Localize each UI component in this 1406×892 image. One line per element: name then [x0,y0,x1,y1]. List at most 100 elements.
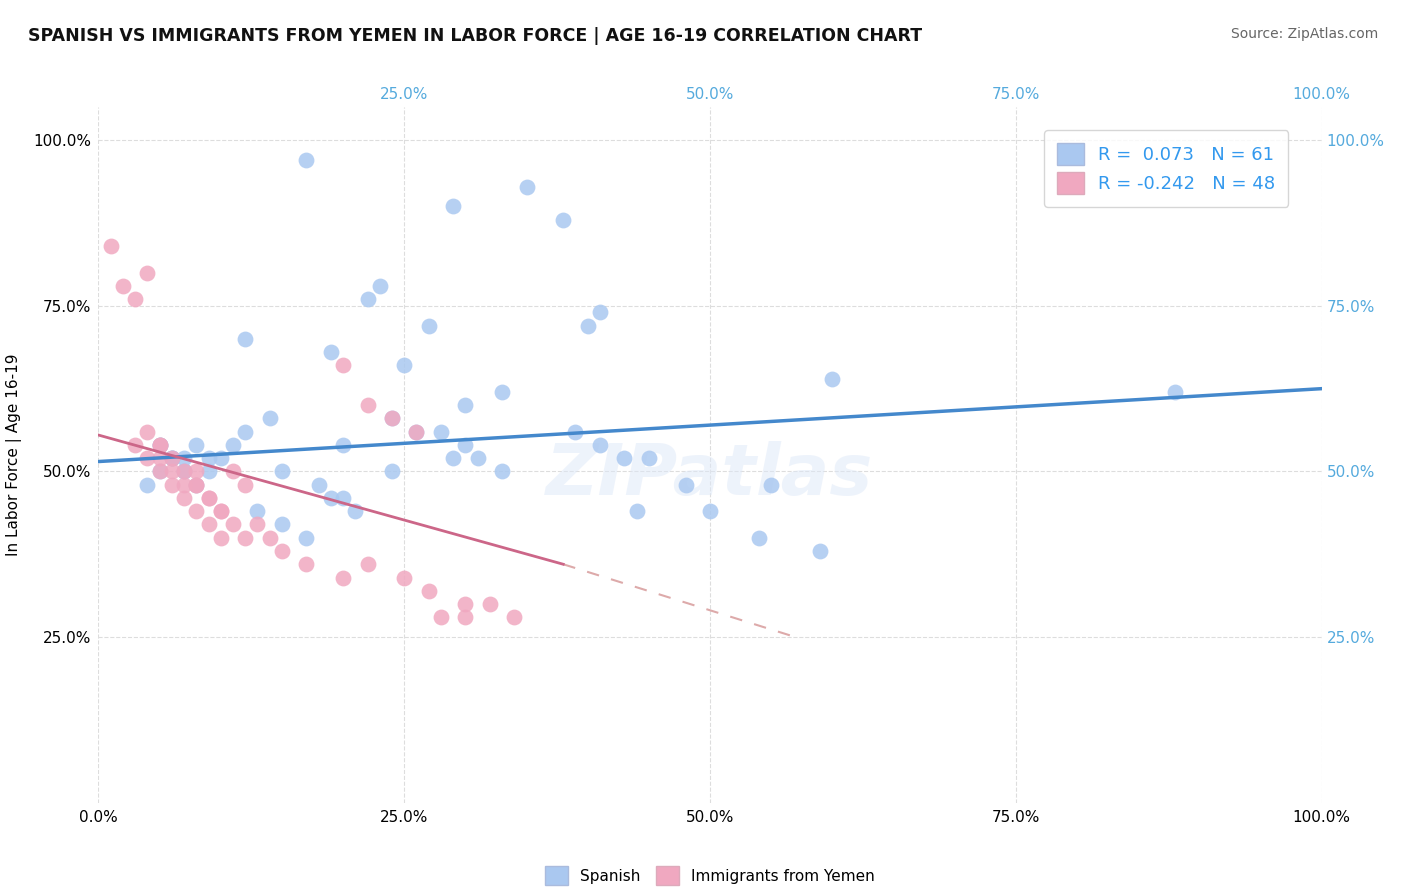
Point [270,465,294,479]
Point [613,451,636,466]
Point [160,451,183,466]
Text: Source: ZipAtlas.com: Source: ZipAtlas.com [1230,27,1378,41]
Y-axis label: In Labor Force | Age 16-19: In Labor Force | Age 16-19 [7,353,22,557]
Point [209,504,232,518]
Point [589,305,612,319]
Point [454,610,477,624]
Point [368,279,391,293]
Point [418,583,440,598]
Point [491,465,513,479]
Point [356,398,378,412]
Point [222,517,245,532]
Point [209,504,232,518]
Point [160,451,183,466]
Point [319,491,342,505]
Point [222,438,245,452]
Point [186,438,208,452]
Point [149,438,172,452]
Point [100,239,122,253]
Point [186,477,208,491]
Point [295,558,318,572]
Point [564,425,586,439]
Point [675,477,697,491]
Point [222,465,245,479]
Point [136,425,159,439]
Point [186,477,208,491]
Point [441,451,464,466]
Point [246,517,269,532]
Point [197,465,219,479]
Point [332,570,354,584]
Point [124,438,146,452]
Point [233,477,256,491]
Point [454,597,477,611]
Point [233,332,256,346]
Point [149,465,172,479]
Point [136,266,159,280]
Point [111,279,134,293]
Point [233,531,256,545]
Point [344,504,367,518]
Point [515,179,537,194]
Point [381,411,404,425]
Point [748,531,770,545]
Point [467,451,489,466]
Point [149,451,172,466]
Point [821,372,844,386]
Point [381,465,404,479]
Point [553,212,575,227]
Point [808,544,831,558]
Point [259,531,281,545]
Point [270,517,294,532]
Point [149,438,172,452]
Point [430,425,453,439]
Point [197,517,219,532]
Point [149,438,172,452]
Legend: Spanish, Immigrants from Yemen: Spanish, Immigrants from Yemen [537,859,883,892]
Point [233,425,256,439]
Point [295,153,318,167]
Point [418,318,440,333]
Point [381,411,404,425]
Point [1164,384,1187,399]
Point [124,292,146,306]
Point [503,610,526,624]
Point [405,425,427,439]
Point [186,504,208,518]
Point [308,477,330,491]
Point [149,438,172,452]
Point [454,438,477,452]
Point [173,477,195,491]
Point [405,425,427,439]
Point [197,491,219,505]
Point [173,465,195,479]
Text: ZIPatlas: ZIPatlas [547,442,873,510]
Point [491,384,513,399]
Point [173,465,195,479]
Point [332,359,354,373]
Point [186,465,208,479]
Point [160,451,183,466]
Point [589,438,612,452]
Point [160,451,183,466]
Point [761,477,783,491]
Point [186,477,208,491]
Point [209,451,232,466]
Point [626,504,648,518]
Point [478,597,501,611]
Point [136,451,159,466]
Point [246,504,269,518]
Point [576,318,599,333]
Point [392,570,416,584]
Point [173,491,195,505]
Point [160,477,183,491]
Point [392,359,416,373]
Point [160,465,183,479]
Point [270,544,294,558]
Point [319,345,342,359]
Point [638,451,661,466]
Point [149,465,172,479]
Point [209,531,232,545]
Point [699,504,721,518]
Point [430,610,453,624]
